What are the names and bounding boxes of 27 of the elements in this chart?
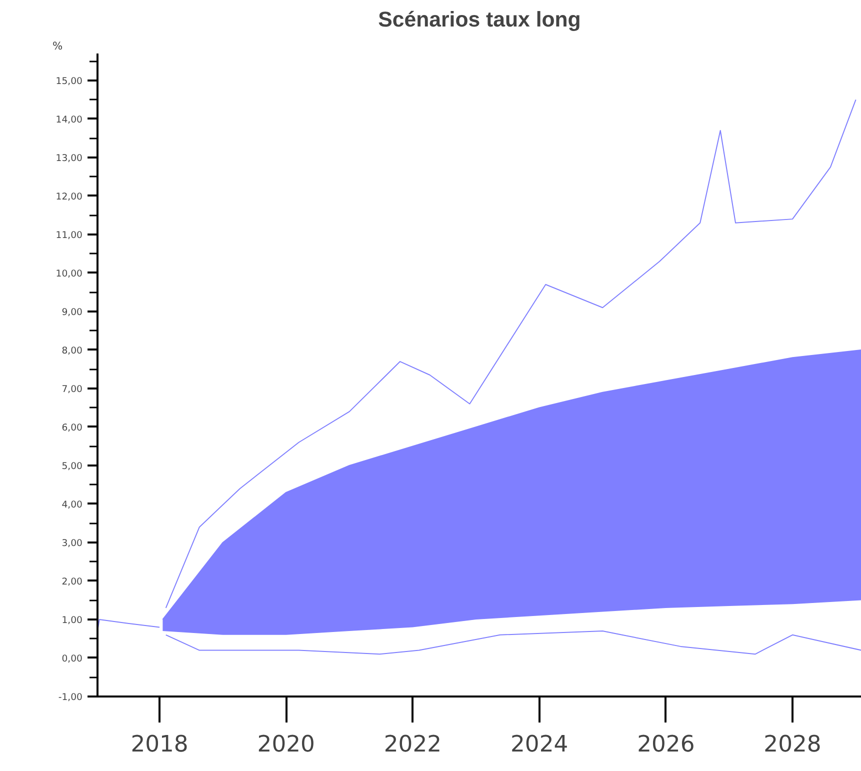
chart-title: Scénarios taux long [378,8,581,32]
y-tick-label: -1,00 [58,692,83,703]
y-tick-label: 1,00 [62,614,83,626]
y-tick-label: 3,00 [62,538,83,549]
y-tick-label: 7,00 [62,384,83,395]
y-tick-label: 11,00 [56,230,83,241]
x-tick-label: 2026 [637,732,695,758]
x-tick-label: 2028 [764,732,822,758]
y-tick-label: 13,00 [56,152,83,164]
y-tick-label: 5,00 [62,460,83,472]
y-tick-label: 4,00 [62,499,83,510]
line-series [165,630,861,655]
x-tick-label: 2020 [257,732,315,758]
y-tick-label: 9,00 [62,306,83,318]
x-tick-label: 2024 [510,732,568,758]
y-tick-label: 8,00 [62,345,83,356]
y-axis-title: % [52,40,63,52]
y-tick-label: 6,00 [62,422,83,434]
y-tick-label: 2,00 [62,576,83,588]
line-series [165,99,856,608]
y-tick-label: 14,00 [56,114,83,126]
y-tick-label: 10,00 [56,268,83,280]
y-tick-label: 0,00 [62,653,83,664]
y-tick-label: 12,00 [56,191,83,202]
x-tick-label: 2022 [384,732,442,758]
y-tick-label: 15,00 [56,76,83,87]
x-tick-label: 2018 [130,732,188,758]
